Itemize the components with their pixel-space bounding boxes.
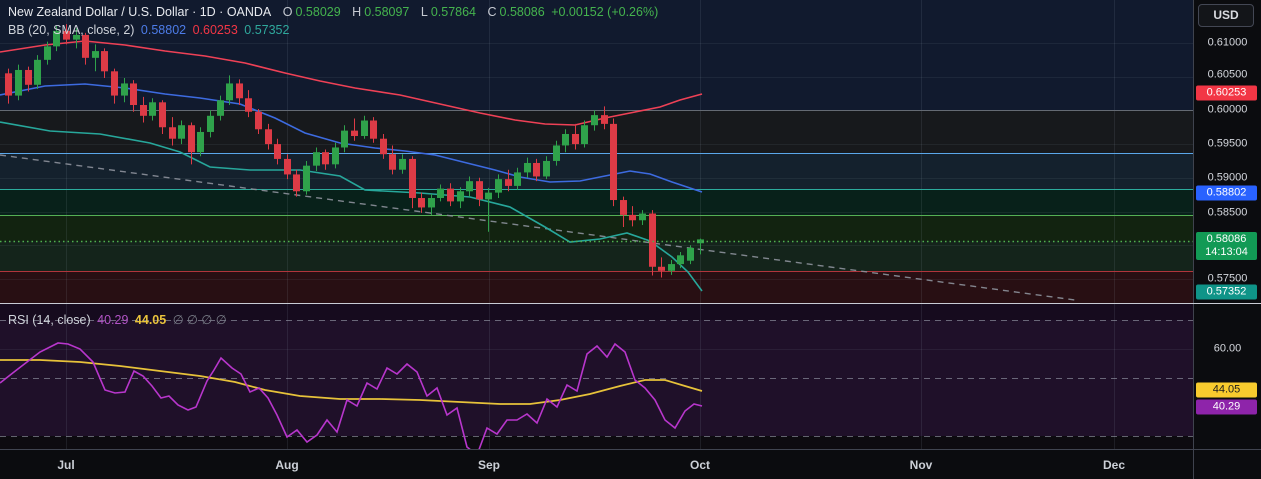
ohlc-close-label: C [487, 5, 497, 19]
ohlc-open-value: 0.58029 [295, 5, 341, 19]
price-axis-badge: 0.58086 14:13:04 [1196, 232, 1257, 260]
price-axis-badge: 0.60253 [1196, 85, 1257, 101]
price-axis-label: 0.58500 [1207, 206, 1248, 219]
price-axis-badge: 0.57352 [1196, 284, 1257, 300]
time-axis-label: Oct [689, 457, 711, 472]
pane-separator[interactable] [0, 303, 1261, 304]
time-axis[interactable]: Jul Aug Sep Oct Nov Dec [0, 450, 1193, 479]
price-axis-label: 0.60500 [1207, 68, 1248, 81]
price-axis[interactable]: USD 0.61000 0.60500 0.60253 0.60000 0.59500 0… [1193, 0, 1261, 479]
rsi-ma-value: 44.05 [134, 313, 167, 327]
bb-basis-value: 0.58802 [140, 23, 187, 37]
bb-indicator-legend[interactable]: BB (20, SMA, close, 2) 0.58802 0.60253 0… [8, 23, 292, 37]
ohlc-change: +0.00152 (+0.26%) [551, 5, 659, 19]
price-axis-badge: 44.05 [1196, 382, 1257, 398]
bb-lower-value: 0.57352 [244, 23, 290, 37]
chart-canvas[interactable] [0, 0, 1193, 450]
price-axis-label: 0.59500 [1207, 137, 1248, 150]
time-axis-label: Sep [477, 457, 501, 472]
currency-toggle-button[interactable]: USD [1198, 4, 1254, 27]
rsi-indicator-legend[interactable]: RSI (14, close) 40.29 44.05 ∅ ∅ ∅ ∅ [8, 312, 230, 327]
ohlc-open-label: O [282, 5, 293, 19]
rsi-empty-inputs: ∅ ∅ ∅ ∅ [172, 313, 227, 327]
bb-legend-label: BB (20, SMA, close, 2) [8, 23, 135, 37]
ohlc-low-label: L [420, 5, 428, 19]
price-axis-label: 0.59000 [1207, 171, 1248, 184]
rsi-legend-label: RSI (14, close) [8, 313, 91, 327]
candles [5, 24, 704, 278]
time-axis-label: Jul [57, 457, 75, 472]
rsi-value: 40.29 [97, 313, 129, 327]
price-axis-label: 0.57500 [1207, 272, 1248, 285]
ohlc-high-label: H [352, 5, 362, 19]
countdown-timer: 14:13:04 [1205, 246, 1248, 258]
ohlc-low-value: 0.57864 [430, 5, 477, 19]
ohlc-close-value: 0.58086 [499, 5, 545, 19]
price-axis-badge: 40.29 [1196, 399, 1257, 415]
price-axis-badge: 0.58802 [1196, 185, 1257, 201]
symbol-legend[interactable]: New Zealand Dollar / U.S. Dollar · 1D · … [8, 5, 661, 19]
time-axis-label: Dec [1102, 457, 1126, 472]
time-axis-label: Nov [909, 457, 933, 472]
symbol-title: New Zealand Dollar / U.S. Dollar · 1D · … [8, 5, 272, 19]
time-axis-border [0, 449, 1261, 450]
time-axis-label: Aug [275, 457, 299, 472]
price-axis-label: 0.61000 [1207, 36, 1248, 49]
bb-upper-value: 0.60253 [192, 23, 238, 37]
ohlc-high-value: 0.58097 [364, 5, 410, 19]
price-axis-label: 0.60000 [1207, 103, 1248, 116]
price-axis-label: 60.00 [1213, 342, 1242, 355]
